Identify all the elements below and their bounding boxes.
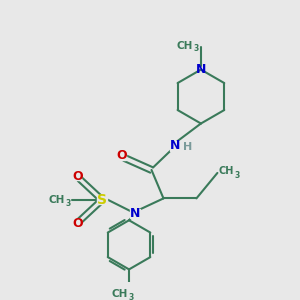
Bar bbox=[116, 152, 126, 160]
Text: N: N bbox=[170, 140, 181, 152]
Text: CH: CH bbox=[176, 40, 193, 51]
Text: N: N bbox=[196, 63, 206, 76]
Text: CH: CH bbox=[218, 167, 233, 176]
Bar bbox=[130, 209, 140, 218]
Text: S: S bbox=[97, 193, 107, 207]
Bar bbox=[97, 195, 107, 204]
Text: 3: 3 bbox=[235, 170, 240, 179]
Text: 3: 3 bbox=[194, 44, 199, 53]
Text: O: O bbox=[72, 170, 83, 183]
Text: O: O bbox=[72, 218, 83, 230]
Text: 3: 3 bbox=[129, 293, 134, 300]
Text: O: O bbox=[116, 149, 127, 162]
Text: N: N bbox=[130, 207, 140, 220]
Text: 3: 3 bbox=[66, 199, 71, 208]
Bar bbox=[72, 172, 81, 180]
Text: CH: CH bbox=[49, 195, 65, 205]
Text: CH: CH bbox=[112, 289, 128, 299]
Bar bbox=[170, 141, 190, 151]
Bar bbox=[72, 219, 81, 227]
Text: H: H bbox=[183, 142, 193, 152]
